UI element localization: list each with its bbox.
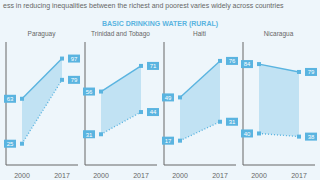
svg-text:40: 40	[244, 131, 251, 137]
html-text:Nicaragua: Nicaragua	[263, 30, 294, 37]
svg-text:31: 31	[86, 132, 93, 138]
svg-text:2017: 2017	[54, 172, 70, 179]
svg-text:84: 84	[244, 61, 251, 67]
svg-text:2000: 2000	[14, 172, 30, 179]
html-text:ess in reducing inequalities b: ess in reducing inequalities between the…	[3, 2, 284, 9]
html-text:BASIC DRINKING WATER (RURAL): BASIC DRINKING WATER (RURAL)	[101, 20, 219, 27]
svg-text:2000: 2000	[172, 172, 188, 179]
svg-text:49: 49	[165, 95, 172, 101]
svg-text:44: 44	[150, 109, 157, 115]
svg-text:76: 76	[229, 58, 236, 64]
svg-text:79: 79	[308, 69, 312, 75]
svg-text:56: 56	[86, 89, 93, 95]
svg-text:2017: 2017	[291, 172, 307, 179]
html-text:Trinidad and Tobago: Trinidad and Tobago	[91, 30, 150, 37]
svg-text:2000: 2000	[93, 172, 109, 179]
svg-text:63: 63	[8, 96, 14, 102]
html-text:Paraguay: Paraguay	[27, 30, 56, 37]
svg-text:79: 79	[71, 77, 78, 83]
svg-text:2017: 2017	[133, 172, 149, 179]
svg-text:71: 71	[150, 63, 157, 69]
svg-text:25: 25	[8, 141, 14, 147]
svg-text:97: 97	[71, 56, 78, 62]
svg-text:2017: 2017	[212, 172, 228, 179]
svg-text:38: 38	[308, 134, 312, 140]
svg-text:17: 17	[165, 138, 172, 144]
svg-text:31: 31	[229, 119, 236, 125]
svg-text:2000: 2000	[251, 172, 267, 179]
html-text:Haiti: Haiti	[193, 30, 206, 37]
